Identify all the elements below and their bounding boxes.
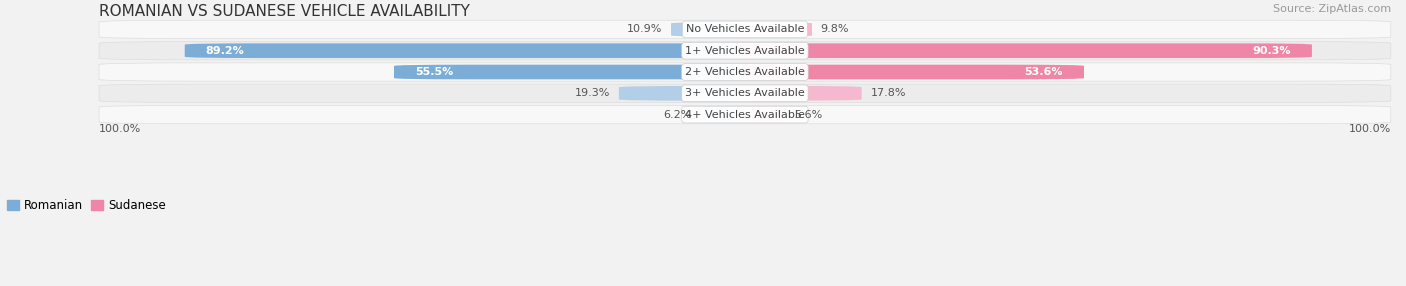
Text: Source: ZipAtlas.com: Source: ZipAtlas.com — [1272, 4, 1391, 14]
FancyBboxPatch shape — [98, 41, 1391, 60]
Text: 100.0%: 100.0% — [98, 124, 141, 134]
FancyBboxPatch shape — [738, 65, 1084, 79]
FancyBboxPatch shape — [711, 107, 813, 122]
Text: 10.9%: 10.9% — [627, 24, 662, 34]
Text: 53.6%: 53.6% — [1025, 67, 1063, 77]
FancyBboxPatch shape — [98, 106, 1391, 124]
Text: 9.8%: 9.8% — [821, 24, 849, 34]
Text: 19.3%: 19.3% — [575, 88, 610, 98]
Text: 4+ Vehicles Available: 4+ Vehicles Available — [685, 110, 804, 120]
FancyBboxPatch shape — [394, 65, 751, 79]
Text: No Vehicles Available: No Vehicles Available — [686, 24, 804, 34]
Text: 3+ Vehicles Available: 3+ Vehicles Available — [685, 88, 804, 98]
Text: 1+ Vehicles Available: 1+ Vehicles Available — [685, 46, 804, 56]
Text: 55.5%: 55.5% — [415, 67, 453, 77]
Text: 89.2%: 89.2% — [205, 46, 245, 56]
FancyBboxPatch shape — [98, 84, 1391, 102]
Text: 90.3%: 90.3% — [1253, 46, 1291, 56]
FancyBboxPatch shape — [184, 43, 751, 58]
Legend: Romanian, Sudanese: Romanian, Sudanese — [3, 194, 170, 217]
FancyBboxPatch shape — [738, 86, 862, 101]
Text: ROMANIAN VS SUDANESE VEHICLE AVAILABILITY: ROMANIAN VS SUDANESE VEHICLE AVAILABILIT… — [98, 4, 470, 19]
Text: 100.0%: 100.0% — [1348, 124, 1391, 134]
Text: 6.2%: 6.2% — [664, 110, 692, 120]
FancyBboxPatch shape — [676, 107, 775, 122]
Text: 5.6%: 5.6% — [794, 110, 823, 120]
Text: 2+ Vehicles Available: 2+ Vehicles Available — [685, 67, 804, 77]
FancyBboxPatch shape — [738, 43, 1312, 58]
FancyBboxPatch shape — [98, 63, 1391, 81]
FancyBboxPatch shape — [738, 22, 813, 37]
Text: 17.8%: 17.8% — [870, 88, 905, 98]
FancyBboxPatch shape — [619, 86, 751, 101]
FancyBboxPatch shape — [98, 20, 1391, 39]
FancyBboxPatch shape — [671, 22, 751, 37]
